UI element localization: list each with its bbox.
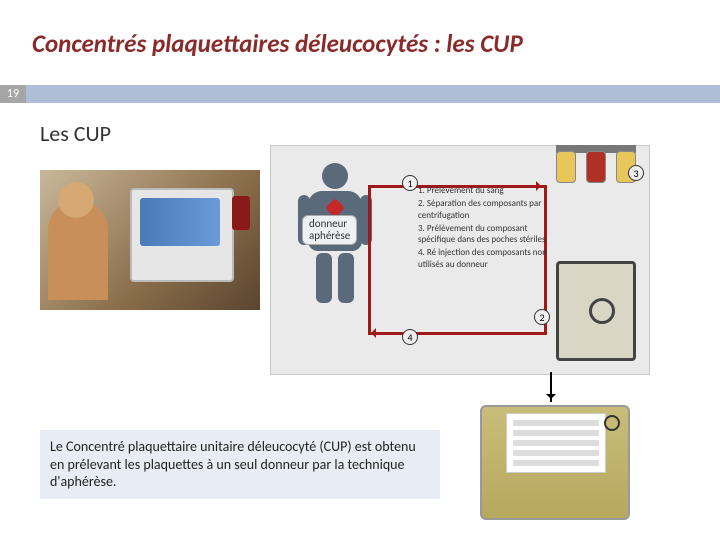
slide-title: Concentrés plaquettaires déleucocytés : … [32,28,523,59]
plasma-bag-icon [556,151,576,183]
donor-label-line1: donneur [309,217,347,230]
step-marker-2: 2 [534,309,550,325]
flow-arrow [368,332,544,335]
step-marker-1: 1 [402,175,418,191]
person-head [58,182,94,218]
page-number: 19 [0,85,26,103]
centrifuge-icon [556,261,636,361]
rbc-bag-icon [586,151,606,183]
donor-label: donneur aphérèse [302,215,357,245]
blood-bag [232,196,250,230]
step-text: 2. Séparation des composants par centrif… [418,198,558,221]
page-band [0,85,720,103]
step-text: 4. Ré injection des composants non utili… [418,247,558,270]
section-subtitle: Les CUP [40,120,111,147]
result-arrow [550,372,552,402]
step-text: 3. Prélèvement du composant spécifique d… [418,223,558,246]
cup-product-bag [480,405,630,520]
process-diagram: donneur aphérèse 1 2 3 4 1. Prélèvement … [270,145,650,375]
step-text: 1. Prélèvement du sang [418,185,558,196]
bag-label [506,413,606,473]
description-text: Le Concentré plaquettaire unitaire déleu… [40,430,440,499]
donor-label-line2: aphérèse [309,229,350,242]
step-list: 1. Prélèvement du sang 2. Séparation des… [418,185,558,272]
bag-ring-icon [604,415,620,431]
step-marker-3: 3 [628,165,644,181]
flow-arrow [368,185,371,335]
component-bags [556,151,636,191]
step-marker-4: 4 [402,329,418,345]
apheresis-photo [40,170,260,310]
